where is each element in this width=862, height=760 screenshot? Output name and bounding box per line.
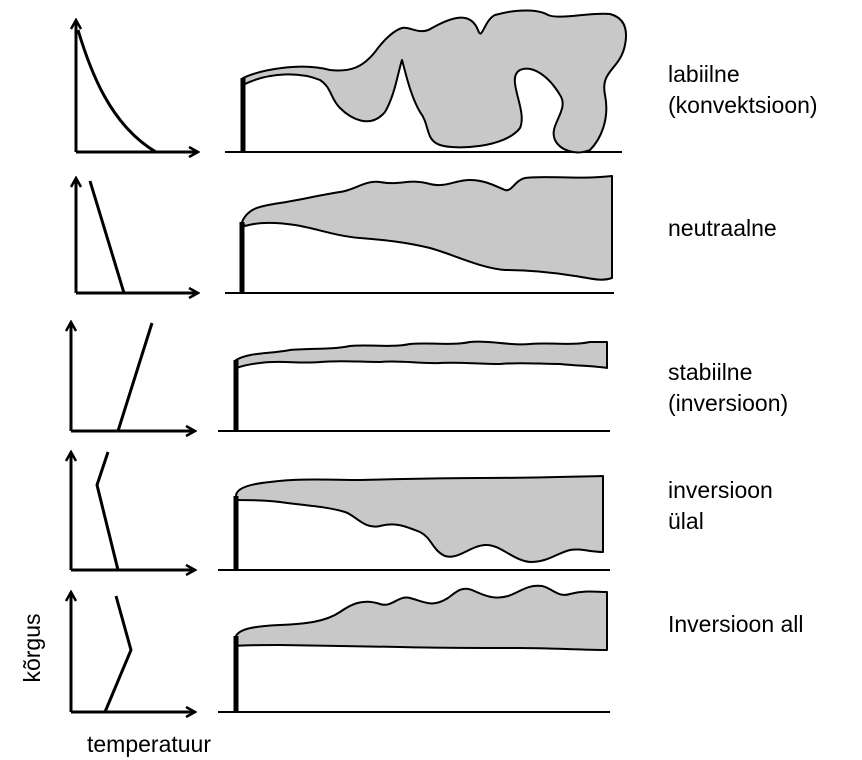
row-inversioon-all: Inversioon all — [71, 584, 804, 713]
row-stabiilne: stabiilne (inversioon) — [71, 322, 788, 431]
y-axis-caption: kõrgus — [19, 613, 45, 682]
temperature-profile-chart-5 — [71, 592, 195, 712]
stability-label: labiilne (konvektsioon) — [668, 61, 818, 118]
x-axis-caption: temperatuur — [87, 731, 211, 757]
plume-scene-2 — [225, 175, 614, 294]
stability-label: stabiilne (inversioon) — [668, 359, 788, 416]
plume-scene-4 — [218, 475, 610, 571]
stability-label: neutraalne — [668, 215, 777, 241]
smoke-plume — [242, 9, 628, 154]
plume-scene-3 — [218, 340, 610, 432]
temperature-profile-line — [116, 322, 154, 432]
row-neutraalne: neutraalne — [76, 175, 777, 294]
stability-label: inversioon ülal — [668, 477, 779, 534]
row-inversioon-ulal: inversioon ülal — [71, 452, 779, 571]
temperature-profile-chart-2 — [76, 178, 198, 293]
temperature-profile-chart-1 — [76, 20, 198, 152]
smoke-plume — [235, 475, 604, 563]
row-labiilne: labiilne (konvektsioon) — [76, 9, 818, 154]
temperature-profile-chart-4 — [71, 452, 195, 570]
temperature-profile-line — [76, 29, 157, 154]
temperature-profile-line — [88, 180, 126, 294]
smoke-plume — [235, 340, 608, 369]
smoke-plume — [241, 175, 613, 281]
temperature-profile-line — [103, 595, 133, 713]
plume-scene-5 — [218, 584, 610, 713]
smoke-plume — [235, 584, 608, 651]
stability-label: Inversioon all — [668, 611, 804, 637]
plume-scene-1 — [225, 9, 628, 154]
temperature-profile-chart-3 — [71, 322, 195, 431]
temperature-profile-line — [95, 451, 120, 571]
